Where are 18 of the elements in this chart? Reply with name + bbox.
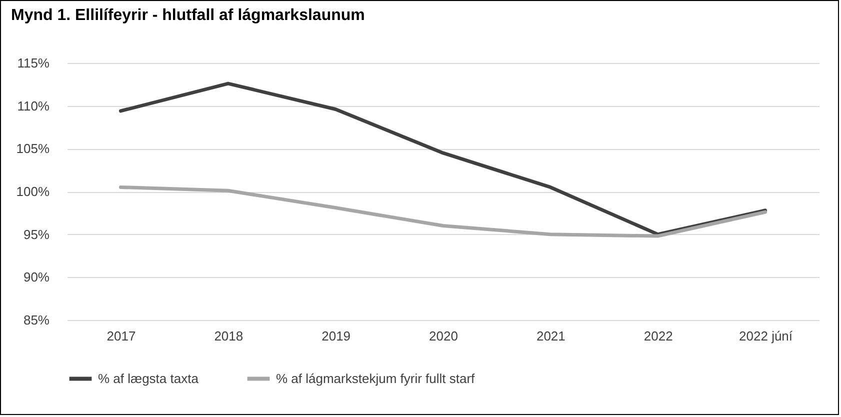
- y-tick-label: 110%: [17, 98, 50, 114]
- x-tick-label: 2021: [536, 328, 566, 344]
- y-tick-label: 85%: [23, 312, 50, 328]
- x-tick-label: 2019: [322, 328, 351, 344]
- x-tick-label: 2020: [429, 328, 458, 344]
- x-tick-label: 2017: [106, 328, 136, 344]
- x-tick-label: 2022: [644, 328, 673, 344]
- x-tick-label: 2018: [214, 328, 244, 344]
- y-tick-label: 100%: [16, 184, 50, 199]
- y-tick-label: 115%: [17, 56, 50, 70]
- legend-label: % af lágmarkstekjum fyrir fullt starf: [276, 370, 476, 386]
- y-tick-label: 105%: [16, 141, 50, 156]
- y-tick-label: 90%: [23, 270, 50, 285]
- y-tick-label: 95%: [23, 226, 50, 242]
- chart-title: Mynd 1. Ellilífeyrir - hlutfall af lágmarkslaunum: [11, 7, 365, 24]
- line-series: [118, 185, 768, 238]
- x-tick-label: 2022 júní: [739, 328, 793, 344]
- legend-label: % af lægsta taxta: [98, 370, 200, 386]
